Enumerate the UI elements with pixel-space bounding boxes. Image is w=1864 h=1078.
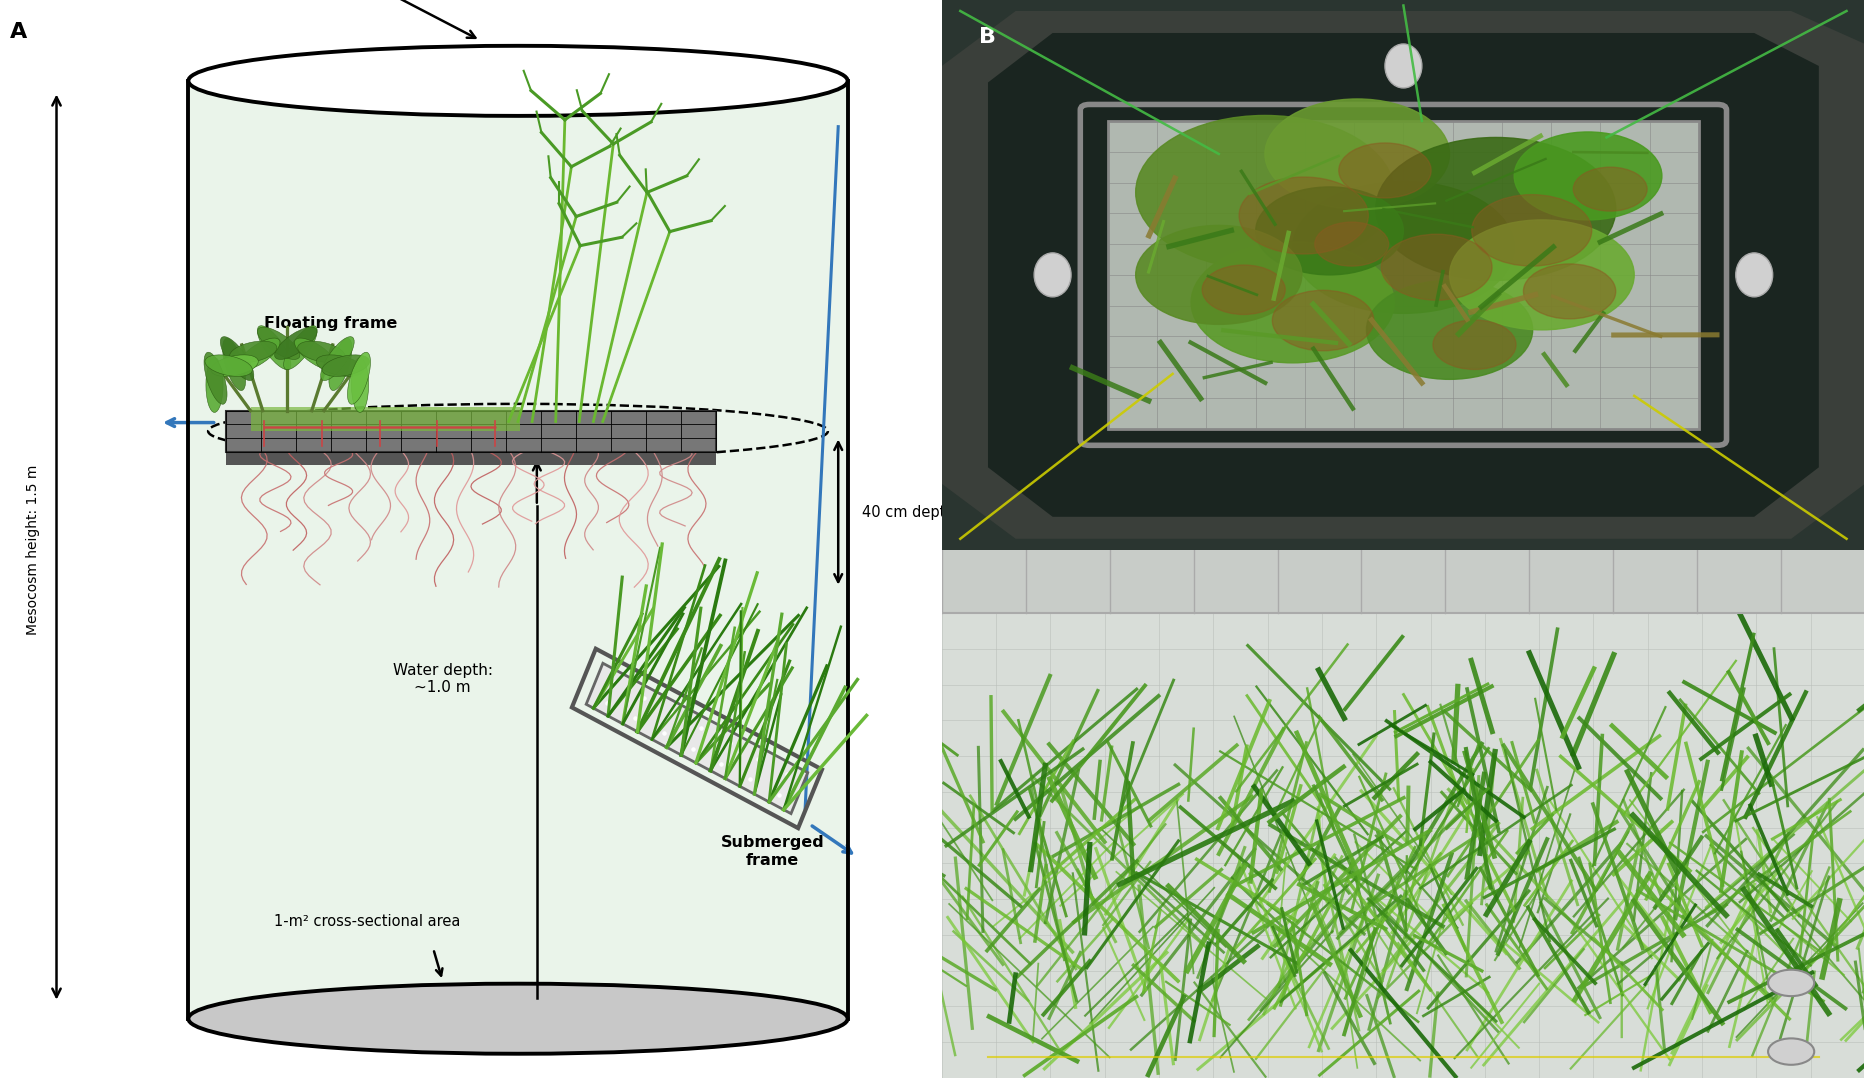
- Ellipse shape: [322, 355, 369, 376]
- Circle shape: [1381, 234, 1491, 300]
- Text: B: B: [979, 27, 995, 47]
- Circle shape: [1264, 99, 1448, 209]
- Ellipse shape: [295, 338, 337, 371]
- Polygon shape: [585, 663, 807, 814]
- Ellipse shape: [350, 358, 369, 413]
- Ellipse shape: [283, 326, 317, 370]
- Circle shape: [1432, 320, 1515, 370]
- Text: Submerged
frame: Submerged frame: [720, 835, 824, 868]
- Circle shape: [1238, 177, 1368, 254]
- Circle shape: [1366, 280, 1532, 379]
- Circle shape: [1292, 181, 1514, 314]
- Circle shape: [1448, 220, 1633, 330]
- Ellipse shape: [237, 338, 280, 371]
- Circle shape: [1191, 241, 1394, 363]
- Circle shape: [1514, 132, 1661, 220]
- Ellipse shape: [188, 45, 846, 115]
- Polygon shape: [226, 452, 716, 465]
- Circle shape: [1135, 115, 1394, 270]
- Ellipse shape: [229, 341, 276, 362]
- Circle shape: [1254, 186, 1404, 275]
- Ellipse shape: [257, 327, 300, 359]
- Ellipse shape: [211, 355, 257, 376]
- Ellipse shape: [205, 358, 224, 413]
- Ellipse shape: [220, 336, 254, 381]
- Text: A: A: [9, 22, 26, 42]
- Ellipse shape: [347, 353, 371, 404]
- Ellipse shape: [188, 983, 846, 1054]
- Circle shape: [1314, 222, 1389, 266]
- Bar: [250, 406, 520, 431]
- Ellipse shape: [222, 338, 246, 390]
- Circle shape: [1271, 290, 1374, 350]
- Circle shape: [1471, 195, 1590, 266]
- Ellipse shape: [328, 338, 352, 390]
- Polygon shape: [188, 81, 846, 1019]
- Ellipse shape: [1385, 44, 1420, 88]
- Text: 1-m² cross-sectional area: 1-m² cross-sectional area: [274, 914, 460, 929]
- Ellipse shape: [298, 341, 345, 362]
- Text: Water depth:
~1.0 m: Water depth: ~1.0 m: [393, 663, 492, 695]
- Circle shape: [1202, 265, 1284, 315]
- Polygon shape: [988, 33, 1817, 516]
- Ellipse shape: [203, 353, 227, 404]
- Ellipse shape: [1735, 253, 1771, 296]
- Ellipse shape: [205, 355, 252, 376]
- Ellipse shape: [257, 326, 291, 370]
- Polygon shape: [941, 11, 1864, 539]
- Text: 40 cm depth: 40 cm depth: [861, 505, 954, 520]
- Text: Mesocosm height: 1.5 m: Mesocosm height: 1.5 m: [26, 465, 39, 635]
- Ellipse shape: [1033, 253, 1070, 296]
- Ellipse shape: [321, 336, 354, 381]
- Ellipse shape: [317, 355, 363, 376]
- Circle shape: [1376, 138, 1614, 280]
- Bar: [941, 550, 1864, 613]
- Text: C: C: [979, 576, 995, 596]
- Circle shape: [1135, 225, 1301, 324]
- Bar: [226, 411, 716, 452]
- Circle shape: [1573, 167, 1646, 211]
- Circle shape: [1523, 264, 1614, 319]
- Bar: [1107, 121, 1698, 429]
- Circle shape: [1338, 143, 1430, 198]
- Circle shape: [1767, 970, 1814, 996]
- Circle shape: [1767, 1038, 1814, 1065]
- Ellipse shape: [274, 327, 317, 359]
- Text: Floating frame: Floating frame: [263, 316, 397, 331]
